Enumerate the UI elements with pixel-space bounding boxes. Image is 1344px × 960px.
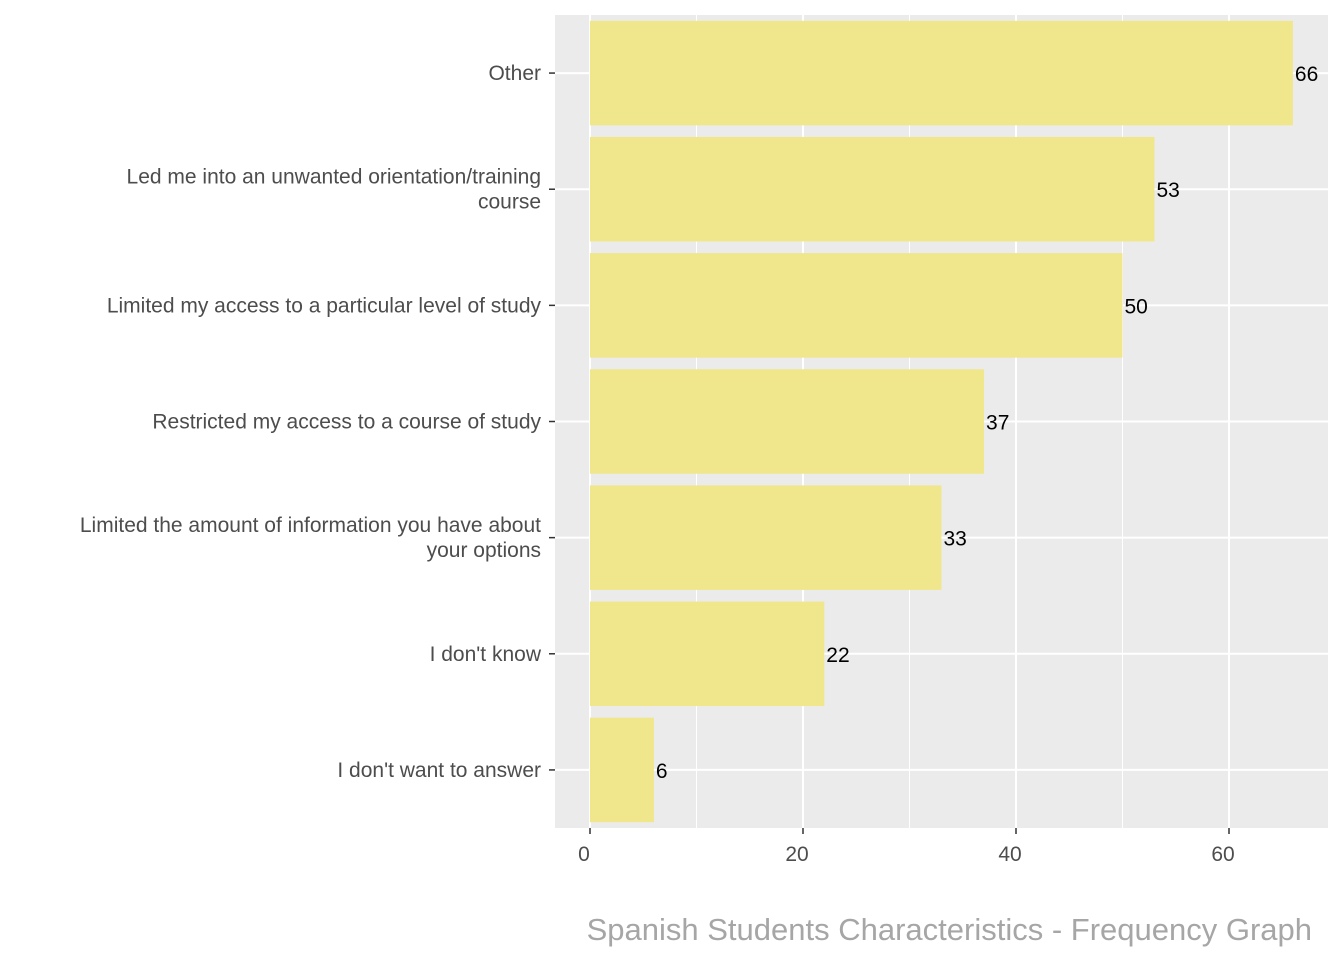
data-label: 50 [1125,295,1148,318]
data-label: 33 [943,528,966,551]
data-label: 53 [1156,179,1179,202]
y-tick-label: I don't want to answer [337,759,541,782]
y-tick-label: Restricted my access to a course of stud… [152,411,541,434]
y-tick-label: Limited the amount of information you ha… [80,514,541,537]
bar [590,485,942,590]
bar [590,253,1123,358]
y-tick-label: I don't know [430,643,542,666]
bar [590,20,1293,126]
bar [590,136,1155,242]
bar [590,369,985,474]
chart-title: Spanish Students Characteristics - Frequ… [587,912,1312,947]
y-tick-label: Led me into an unwanted orientation/trai… [127,166,541,189]
bar [590,601,825,707]
data-label: 66 [1295,63,1318,86]
data-label: 37 [986,412,1009,435]
y-tick-label: Limited my access to a particular level … [107,294,542,317]
bar [590,717,654,823]
x-tick-label: 0 [578,843,590,866]
x-tick-label: 60 [1211,843,1234,866]
data-label: 22 [826,644,849,667]
y-tick-label: course [478,191,541,214]
x-tick-label: 40 [998,843,1021,866]
data-label: 6 [656,760,668,783]
x-tick-label: 20 [785,843,808,866]
y-tick-label: your options [427,539,541,562]
y-tick-label: Other [488,62,541,85]
